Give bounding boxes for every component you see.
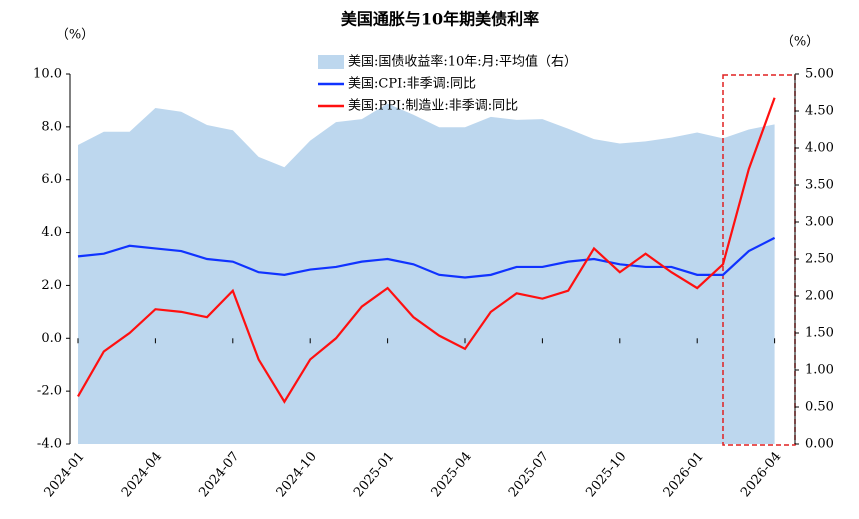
y-tick-label: 10.0 [33, 67, 62, 82]
x-tick-label: 2025-01 [351, 449, 397, 500]
y-tick-label: 0.0 [41, 331, 62, 346]
y2-tick-label: 0.00 [805, 437, 834, 452]
y-tick-label: 4.0 [41, 225, 62, 240]
x-tick-label: 2024-07 [196, 449, 242, 500]
x-tick-label: 2024-10 [274, 449, 320, 500]
x-tick-label: 2026-04 [738, 449, 784, 500]
line [77, 97, 776, 404]
y-tick-label: 8.0 [41, 119, 62, 134]
y2-tick-label: 4.00 [805, 141, 834, 156]
y-tick-label: 6.0 [41, 172, 62, 187]
y-axis-label: （%） [56, 28, 94, 43]
y2-tick-label: 3.00 [805, 215, 834, 230]
y2-tick-label: 1.50 [805, 326, 834, 341]
x-tick-label: 2025-10 [583, 449, 629, 500]
chart-title: 美国通胀与10年期美债利率 [341, 10, 539, 29]
y-tick-label: 2.0 [41, 278, 62, 293]
y2-tick-label: 3.50 [805, 178, 834, 193]
legend-swatch [318, 55, 344, 69]
x-tick-label: 2024-04 [119, 449, 165, 500]
y2-tick-label: 2.50 [805, 252, 834, 267]
area [78, 103, 775, 444]
x-tick-label: 2025-07 [506, 449, 552, 500]
x-tick-label: 2024-01 [42, 449, 88, 500]
y2-tick-label: 1.00 [805, 363, 834, 378]
y-tick-label: -4.0 [37, 437, 62, 452]
y2-tick-label: 5.00 [805, 67, 834, 82]
legend-label: 美国:国债收益率:10年:月:平均值（右） [348, 54, 577, 70]
legend-label: 美国:CPI:非季调:同比 [348, 77, 476, 92]
y2-tick-label: 2.00 [805, 289, 834, 304]
y2-tick-label: 0.50 [805, 400, 834, 415]
x-tick-label: 2026-01 [661, 449, 707, 500]
y-tick-label: -2.0 [37, 384, 62, 399]
x-tick-label: 2025-04 [429, 449, 475, 500]
line [77, 236, 776, 279]
y2-tick-label: 4.50 [805, 104, 834, 119]
legend-label: 美国:PPI:制造业:非季调:同比 [348, 99, 518, 114]
y2-axis-label: （%） [781, 35, 819, 50]
